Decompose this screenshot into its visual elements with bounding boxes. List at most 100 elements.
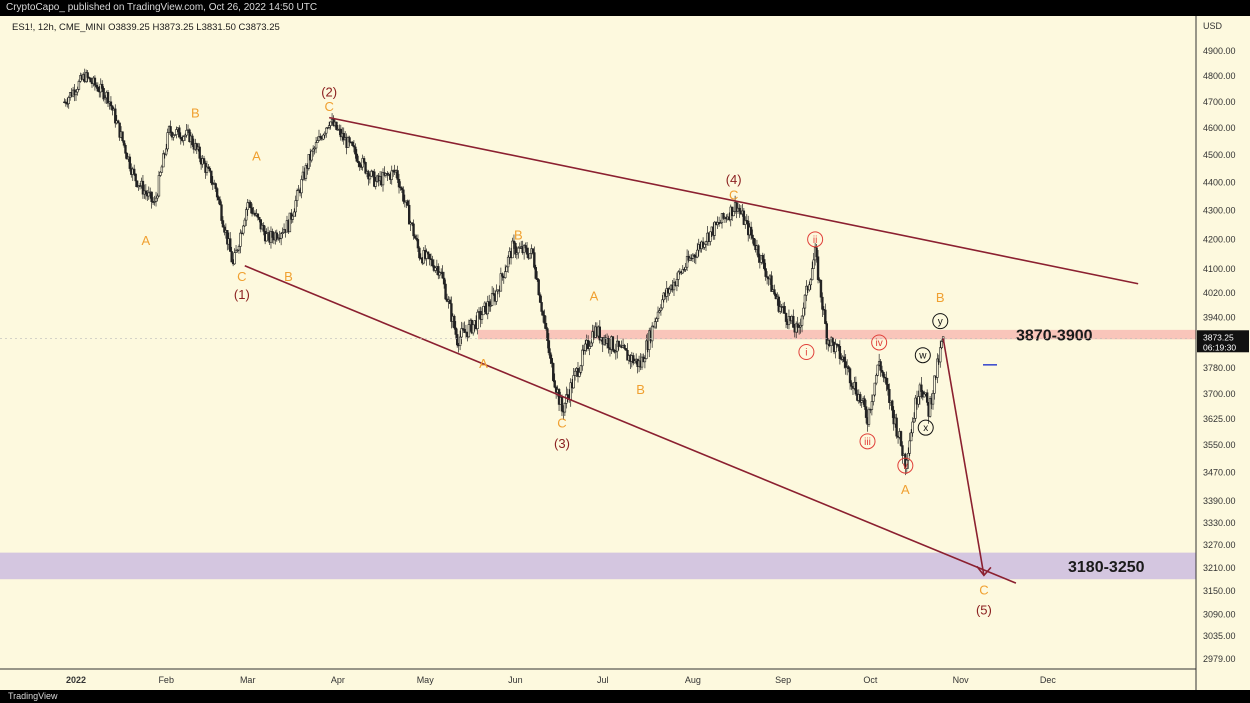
wave-label: A — [901, 482, 910, 497]
y-tick-label: 2979.00 — [1203, 654, 1236, 664]
candle-body — [96, 86, 100, 92]
x-tick-label: Jun — [508, 675, 523, 685]
candle-body — [467, 324, 471, 338]
candle-body — [362, 158, 366, 163]
candle-body — [476, 311, 479, 329]
y-tick-label: 3270.00 — [1203, 540, 1236, 550]
candle-body — [824, 309, 827, 324]
candle-body — [281, 232, 284, 234]
candle-body — [536, 278, 539, 280]
candle-body — [371, 170, 375, 173]
y-tick-label: 3090.00 — [1203, 609, 1236, 619]
channel-line[interactable] — [329, 116, 1139, 285]
candle-body — [354, 146, 357, 155]
candle-body — [735, 202, 738, 212]
candle-body — [763, 259, 766, 269]
candle-body — [540, 302, 543, 312]
candle-body — [370, 170, 373, 177]
candle-body — [355, 153, 359, 162]
candle-body — [229, 238, 232, 252]
candle-body — [116, 120, 120, 124]
wave-label: B — [636, 382, 645, 397]
candle-body — [623, 345, 626, 349]
wave-label: A — [142, 233, 151, 248]
candle-body — [310, 150, 313, 161]
candle-body — [598, 326, 602, 341]
candle-body — [86, 72, 89, 78]
candle-body — [633, 360, 636, 364]
symbol-ohlc-line: ES1!, 12h, CME_MINI O3839.25 H3873.25 L3… — [12, 22, 280, 33]
candle-body — [803, 294, 807, 309]
candle-body — [588, 346, 591, 349]
candle-body — [402, 189, 405, 202]
minor-wave-circle — [859, 433, 876, 450]
candle-body — [410, 222, 414, 225]
candle-body — [426, 251, 430, 255]
candle-body — [413, 235, 417, 239]
candle-body — [870, 401, 874, 410]
candle-body — [905, 459, 909, 469]
minor-wave-circle — [798, 344, 815, 361]
candle-body — [93, 77, 97, 86]
candle-body — [460, 328, 463, 338]
wave-label: A — [252, 148, 261, 163]
candle-body — [67, 97, 70, 104]
candle-body — [533, 252, 536, 268]
candle-body — [150, 191, 153, 203]
wave-label: C — [237, 269, 246, 284]
candle-body — [859, 394, 862, 403]
x-tick-label: Jul — [597, 675, 609, 685]
candle-body — [811, 268, 814, 281]
candle-body — [156, 195, 159, 199]
channel-line[interactable] — [244, 265, 1017, 584]
candle-body — [162, 153, 165, 168]
candle-body — [553, 380, 556, 388]
candle-body — [517, 247, 520, 254]
candle-body — [170, 132, 174, 138]
price-axis[interactable] — [1196, 16, 1250, 690]
candle-body — [329, 121, 332, 126]
candle-body — [650, 325, 654, 342]
y-tick-label: 4900.00 — [1203, 46, 1236, 56]
candle-body — [892, 409, 895, 425]
candle-body — [317, 136, 321, 141]
candle-body — [102, 88, 105, 100]
candle-body — [643, 358, 647, 363]
candle-body — [888, 389, 891, 403]
wave-label: (5) — [976, 602, 992, 617]
candle-body — [245, 209, 248, 221]
candle-body — [511, 240, 514, 259]
projection-arrow[interactable] — [942, 338, 985, 576]
candle-body — [226, 230, 229, 245]
candle-body — [326, 127, 329, 129]
candle-body — [940, 341, 943, 348]
candle-body — [236, 249, 239, 252]
candle-body — [456, 334, 459, 346]
candle-body — [528, 253, 532, 259]
candle-body — [323, 132, 327, 136]
candle-body — [218, 199, 222, 206]
y-tick-label: 4700.00 — [1203, 97, 1236, 107]
candle-body — [133, 168, 136, 175]
minor-wave-label: v — [903, 461, 908, 472]
candle-body — [738, 207, 741, 212]
candle-body — [172, 135, 175, 138]
candle-body — [774, 293, 778, 300]
candle-body — [544, 322, 548, 329]
candle-body — [147, 192, 150, 197]
candle-body — [713, 221, 716, 236]
candle-body — [249, 201, 252, 209]
candle-body — [914, 397, 917, 419]
candle-body — [792, 316, 795, 328]
candle-body — [307, 154, 310, 169]
candle-body — [586, 340, 590, 349]
candle-body — [936, 358, 939, 378]
candle-body — [492, 293, 495, 295]
y-tick-label: 3390.00 — [1203, 496, 1236, 506]
y-tick-label: 4800.00 — [1203, 71, 1236, 81]
candle-body — [390, 170, 393, 180]
candle-body — [796, 323, 799, 328]
candle-body — [891, 400, 894, 411]
candle-body — [214, 183, 217, 189]
